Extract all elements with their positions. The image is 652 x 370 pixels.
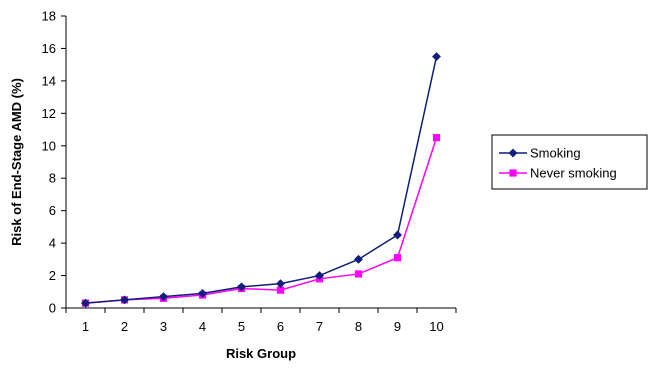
legend-marker-smoking: [508, 148, 518, 158]
data-point-never-smoking: [432, 134, 441, 142]
x-axis-title: Risk Group: [226, 346, 296, 361]
x-tick-label: 1: [82, 319, 89, 334]
data-point-smoking: [119, 295, 130, 305]
y-tick-label: 6: [49, 203, 56, 218]
series-line-never-smoking: [85, 137, 438, 304]
legend-marker-never-smoking: [509, 169, 517, 177]
data-point-never-smoking: [393, 254, 402, 262]
data-point-smoking: [158, 292, 169, 302]
x-tick-label: 2: [121, 319, 128, 334]
data-point-smoking: [80, 298, 91, 308]
x-tick-label: 4: [199, 319, 206, 334]
y-tick-label: 2: [49, 268, 56, 283]
y-tick-label: 16: [42, 41, 56, 56]
x-tick-label: 6: [277, 319, 284, 334]
x-tick-label: 10: [429, 319, 443, 334]
x-tick-label: 8: [355, 319, 362, 334]
legend: Smoking Never smoking: [491, 134, 648, 190]
x-tick-label: 9: [394, 319, 401, 334]
data-point-never-smoking: [354, 270, 363, 278]
series-never-smoking: [81, 134, 441, 307]
y-tick-label: 12: [42, 106, 56, 121]
data-point-smoking: [314, 271, 325, 281]
y-tick-label: 10: [42, 138, 56, 153]
x-tick-label: 5: [238, 319, 245, 334]
series-line-smoking: [85, 56, 438, 304]
data-point-smoking: [236, 282, 247, 292]
legend-label-smoking: Smoking: [530, 146, 581, 161]
y-tick-label: 4: [49, 236, 56, 251]
series-smoking: [80, 52, 442, 308]
y-axis-title: Risk of End-Stage AMD (%): [9, 78, 24, 246]
data-point-smoking: [275, 279, 286, 289]
legend-label-never-smoking: Never smoking: [530, 166, 617, 181]
data-point-never-smoking: [276, 286, 285, 294]
y-tick-label: 18: [42, 9, 56, 24]
data-point-smoking: [392, 230, 403, 240]
y-tick-label: 14: [42, 73, 56, 88]
x-tick-label: 7: [316, 319, 323, 334]
data-point-smoking: [353, 254, 364, 264]
legend-box: [491, 134, 648, 190]
data-point-smoking: [197, 288, 208, 298]
data-point-smoking: [431, 52, 442, 62]
y-tick-label: 8: [49, 171, 56, 186]
y-tick-label: 0: [49, 301, 56, 316]
series-layer: [80, 52, 442, 308]
x-tick-label: 3: [160, 319, 167, 334]
